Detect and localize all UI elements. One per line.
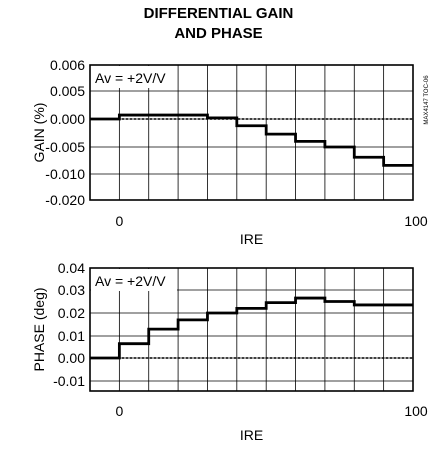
chart1-annotation: Av = +2V/V [95, 70, 166, 86]
chart2-annotation: Av = +2V/V [95, 273, 166, 289]
chart1-y-axis-label: GAIN (%) [31, 103, 47, 163]
title-line-1: DIFFERENTIAL GAIN [143, 5, 294, 22]
chart2-y-axis-label: PHASE (deg) [31, 287, 47, 371]
chart1-ytick-label: -0.010 [45, 166, 85, 182]
chart2-ytick-label: 0.03 [58, 282, 85, 298]
chart1-ytick-label: -0.020 [45, 192, 85, 208]
chart-title: DIFFERENTIAL GAIN AND PHASE [0, 4, 437, 44]
chart2-ytick-label: 0.02 [58, 305, 85, 321]
chart2-xtick-label: 0 [115, 403, 123, 419]
chart1-frame [89, 64, 414, 201]
side-note: MAX4147 TOC-06 [424, 75, 430, 125]
title-line-2: AND PHASE [174, 25, 263, 42]
chart1-ytick-label: 0.006 [50, 57, 85, 73]
chart2-x-axis-label: IRE [240, 427, 263, 443]
chart2-xtick-label: 100 [404, 403, 428, 419]
chart1-ytick-label: 0.005 [50, 83, 85, 99]
chart1-xtick-label: 100 [404, 213, 428, 229]
chart2-ytick-label: 0.01 [58, 328, 85, 344]
chart1-ytick-label: 0.000 [50, 111, 85, 127]
chart1-series-0 [90, 113, 413, 167]
chart2-annotation-bg [91, 269, 177, 291]
chart2-frame [89, 267, 414, 392]
chart2-ytick-label: 0.04 [58, 260, 85, 276]
chart1-ytick-label: -0.005 [45, 139, 85, 155]
chart2-ytick-label: 0.00 [58, 350, 85, 366]
chart2-ytick-label: -0.01 [53, 373, 85, 389]
chart1-xtick-label: 0 [115, 213, 123, 229]
chart2-series-0 [90, 296, 413, 360]
chart1-annotation-bg [91, 66, 177, 88]
chart1-x-axis-label: IRE [240, 231, 263, 247]
